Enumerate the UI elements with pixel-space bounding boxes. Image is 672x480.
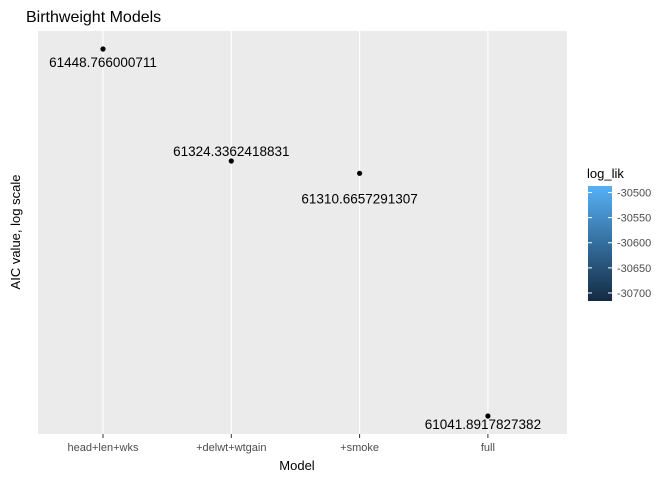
legend-tick-label: -30550: [617, 213, 651, 225]
gridlines: [102, 31, 489, 434]
data-points: [100, 46, 491, 419]
data-point: [485, 413, 491, 419]
x-tick-label: +smoke: [340, 442, 379, 454]
legend-tick-label: -30500: [617, 188, 651, 200]
legend-tick-label: -30700: [617, 288, 651, 300]
legend-tick-label: -30600: [617, 238, 651, 250]
x-tick-label: full: [481, 442, 495, 454]
data-label: 61448.766000711: [49, 55, 157, 70]
chart-title: Birthweight Models: [26, 9, 161, 26]
data-label: 61324.3362418831: [173, 144, 289, 159]
x-axis-ticks: head+len+wks +delwt+wtgain +smoke full: [68, 434, 495, 454]
plot-panel: [38, 31, 567, 434]
legend-tick-label: -30650: [617, 263, 651, 275]
x-tick-label: head+len+wks: [68, 442, 139, 454]
legend-ticks: -30500 -30550 -30600 -30650 -30700: [588, 188, 651, 300]
legend: log_lik -30500 -30550 -30600 -30650 -30700: [587, 166, 651, 301]
x-tick-label: +delwt+wtgain: [196, 442, 266, 454]
data-label: 61310.6657291307: [301, 191, 417, 206]
data-point: [100, 46, 106, 52]
data-labels: 61448.766000711 61324.3362418831 61310.665…: [49, 55, 541, 432]
y-axis-title: AIC value, log scale: [8, 175, 23, 290]
legend-title: log_lik: [587, 166, 624, 181]
data-point: [228, 158, 234, 164]
legend-colorbar: [588, 186, 612, 301]
data-point: [357, 170, 363, 176]
x-axis-title: Model: [279, 458, 315, 473]
data-label: 61041.8917827382: [425, 417, 541, 432]
